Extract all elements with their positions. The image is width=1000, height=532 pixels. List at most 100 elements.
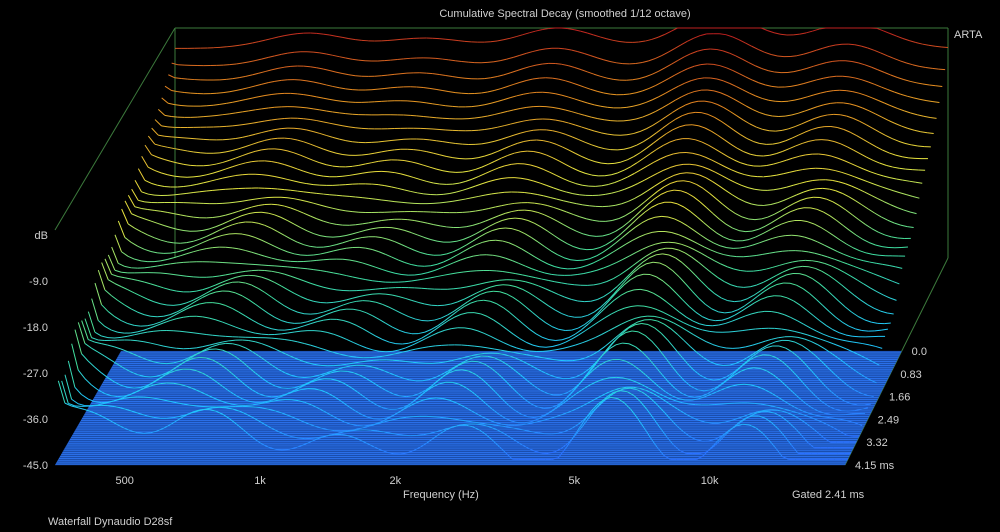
slice-segment: [120, 407, 128, 411]
slice-segment: [235, 200, 243, 203]
slice-segment: [533, 129, 540, 131]
slice-segment: [592, 247, 600, 250]
slice-segment: [421, 346, 429, 349]
slice-segment: [173, 360, 181, 364]
slice-segment: [176, 402, 184, 405]
slice-segment: [300, 154, 308, 159]
slice-segment: [251, 121, 259, 124]
slice-segment: [219, 363, 227, 369]
slice-segment: [549, 171, 557, 176]
slice-segment: [636, 273, 644, 277]
slice-segment: [917, 145, 925, 148]
slice-segment: [865, 124, 873, 129]
slice-segment: [267, 312, 275, 318]
slice-segment: [190, 183, 197, 187]
slice-segment: [698, 419, 706, 423]
slice-segment: [886, 188, 894, 192]
slice-segment: [416, 434, 424, 436]
slice-segment: [624, 324, 632, 331]
slice-segment: [512, 296, 520, 303]
slice-segment: [245, 384, 253, 391]
slice-segment: [917, 114, 924, 117]
slice-segment: [716, 252, 724, 256]
slice-segment: [592, 219, 600, 222]
slice-segment: [362, 222, 369, 225]
slice-segment: [271, 296, 279, 303]
slice-segment: [595, 333, 603, 338]
slice-segment: [788, 367, 797, 376]
slice-segment: [598, 193, 606, 196]
slice-segment: [815, 298, 824, 306]
slice-segment: [130, 339, 138, 342]
slice-segment: [342, 258, 350, 261]
slice-segment: [74, 405, 82, 407]
slice-segment: [433, 433, 441, 439]
slice-segment: [478, 155, 486, 159]
slice-segment: [215, 381, 223, 387]
slice-segment: [571, 111, 579, 115]
slice-segment: [91, 337, 99, 341]
slice-segment: [444, 315, 452, 322]
slice-segment: [628, 343, 636, 348]
slice-segment: [404, 262, 412, 266]
slice-segment: [834, 279, 842, 286]
slice-segment: [845, 209, 853, 216]
slice-segment: [472, 222, 480, 226]
slice-segment: [759, 268, 767, 271]
decay-floor: [55, 350, 902, 466]
slice-segment: [678, 104, 686, 110]
slice-segment: [192, 388, 200, 392]
slice-segment: [350, 364, 357, 367]
slice-segment: [630, 275, 638, 281]
slice-segment: [789, 170, 797, 173]
slice-segment: [755, 65, 762, 69]
slice-segment: [522, 32, 530, 36]
slice-segment: [303, 244, 311, 247]
slice-segment: [617, 398, 625, 404]
slice-segment: [497, 74, 504, 77]
slice-segment: [196, 296, 204, 302]
slice-segment: [756, 281, 764, 286]
slice-segment: [621, 200, 629, 205]
slice-segment: [547, 416, 555, 420]
slice-segment: [919, 98, 927, 102]
slice-segment: [584, 114, 592, 118]
slice-segment: [788, 126, 796, 130]
slice-segment: [740, 368, 748, 372]
slice-segment: [843, 361, 851, 368]
slice-segment: [812, 179, 820, 182]
slice-segment: [456, 251, 464, 256]
slice-segment: [255, 439, 263, 445]
slice-segment: [706, 238, 714, 244]
slice-segment: [637, 319, 645, 323]
slice-segment: [420, 272, 428, 275]
slice-segment: [630, 162, 638, 168]
slice-segment: [451, 358, 459, 362]
slice-segment: [864, 319, 872, 323]
slice-segment: [694, 249, 702, 254]
slice-segment: [310, 119, 317, 122]
slice-segment: [500, 360, 508, 366]
slice-segment: [657, 320, 665, 325]
slice-segment: [593, 395, 601, 401]
slice-segment: [484, 127, 492, 131]
slice-segment: [114, 316, 122, 322]
slice-segment: [579, 248, 587, 251]
slice-segment: [601, 330, 609, 335]
slice-segment: [828, 168, 836, 172]
slice-segment: [546, 129, 553, 132]
slice-segment: [662, 253, 670, 256]
slice-segment: [872, 361, 880, 366]
slice-segment: [229, 112, 236, 115]
gate-note: Gated 2.41 ms: [792, 489, 865, 501]
slice-segment: [558, 47, 565, 50]
slice-segment: [367, 424, 375, 428]
slice-segment: [491, 408, 499, 415]
slice-segment: [866, 357, 874, 363]
slice-segment: [732, 70, 740, 75]
slice-segment: [258, 355, 266, 361]
slice-segment: [555, 339, 563, 341]
slice-segment: [594, 130, 602, 134]
slice-segment: [646, 161, 654, 167]
slice-segment: [196, 315, 203, 318]
